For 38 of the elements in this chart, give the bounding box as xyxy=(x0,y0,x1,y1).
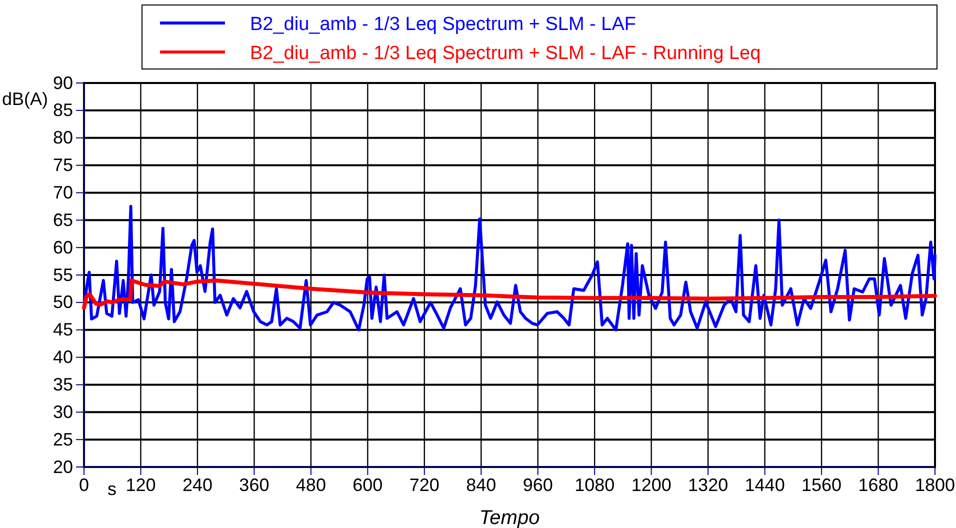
x-tick-label: 840 xyxy=(466,474,496,495)
x-tick-label: 0 xyxy=(78,474,90,495)
line-series xyxy=(82,278,937,310)
y-tick-label: 55 xyxy=(52,264,73,285)
y-tick-label: 65 xyxy=(52,210,73,230)
y-tick-label: 90 xyxy=(52,72,73,93)
x-tick-label: 1080 xyxy=(574,474,615,495)
y-tick-label: 70 xyxy=(52,182,73,202)
y-tick-label: 25 xyxy=(52,429,73,450)
x-tick-label: 960 xyxy=(522,474,553,495)
x-tick-label: 1560 xyxy=(802,474,842,495)
line-series xyxy=(82,204,936,332)
x-tick-label: 1200 xyxy=(631,474,672,495)
y-tick-label: 30 xyxy=(52,402,73,422)
x-tick-label: 360 xyxy=(239,474,270,495)
y-tick-label: 40 xyxy=(52,347,73,368)
x-tick-label: 1440 xyxy=(744,474,785,495)
legend-label: B2_diu_amb - 1/3 Leq Spectrum + SLM - LAF xyxy=(250,14,636,35)
x-tick-label: 480 xyxy=(296,474,326,495)
text: s xyxy=(108,479,116,499)
x-tick-label: 1320 xyxy=(688,474,728,495)
y-tick-label: 20 xyxy=(52,456,73,477)
y-tick-label: 35 xyxy=(52,374,73,394)
y-tick-label: 85 xyxy=(52,100,73,120)
x-tick-label: 720 xyxy=(409,474,440,495)
x-tick-label: 600 xyxy=(352,474,383,495)
y-tick-label: 75 xyxy=(52,155,73,176)
x-tick-label: 120 xyxy=(126,474,156,495)
y-tick-label: 50 xyxy=(52,292,73,312)
y-tick-label: 80 xyxy=(52,128,73,148)
y-tick-label: 45 xyxy=(52,320,73,340)
x-tick-label: 1800 xyxy=(914,474,956,495)
y-axis-title: dB(A) xyxy=(2,89,48,109)
x-axis-title: Tempo xyxy=(479,507,540,528)
x-tick-label: 240 xyxy=(182,474,212,495)
y-tick-label: 60 xyxy=(52,237,73,258)
legend-label: B2_diu_amb - 1/3 Leq Spectrum + SLM - LAF - Running Leq xyxy=(250,43,761,64)
x-tick-label: 1680 xyxy=(858,474,898,495)
